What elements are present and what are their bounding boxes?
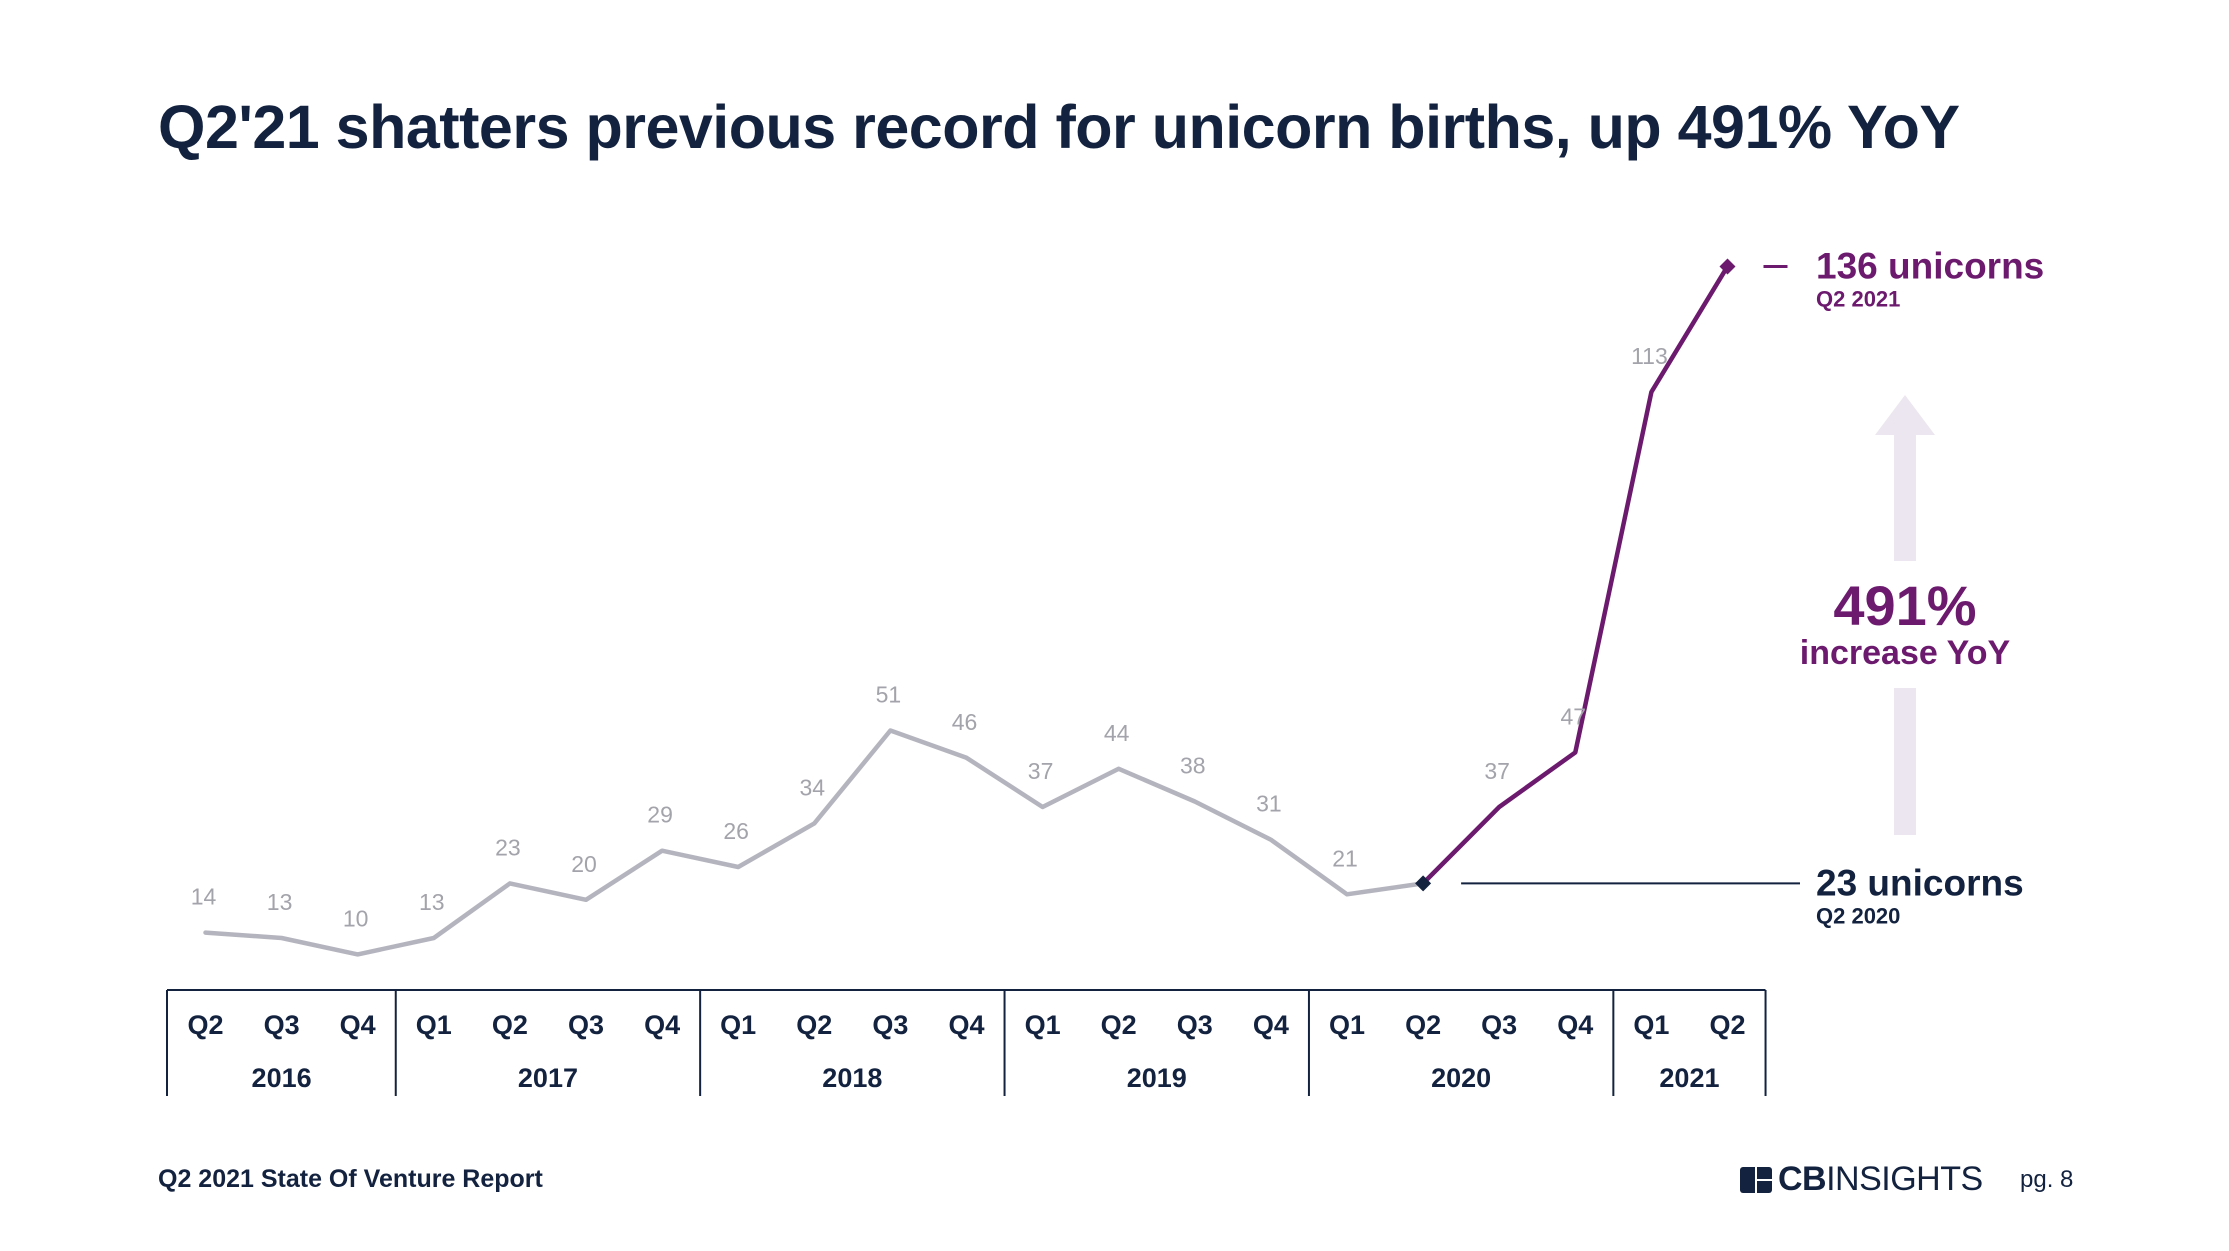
quarter-tick-label: Q3 [568, 1010, 604, 1040]
quarter-tick-label: Q3 [872, 1010, 908, 1040]
logo-light-text: INSIGHTS [1826, 1160, 1983, 1198]
report-name: Q2 2021 State Of Venture Report [158, 1165, 543, 1193]
growth-caption: increase YoY [1800, 634, 2011, 672]
growth-percent: 491% [1833, 574, 1976, 637]
data-labels: 14 13 10 13 23 20 29 26 34 51 46 37 44 38 31 21 37 47 113 [191, 343, 1668, 931]
quarter-tick-label: Q2 [1405, 1010, 1441, 1040]
base-point-marker [1415, 875, 1432, 892]
quarter-tick-label: Q3 [1177, 1010, 1213, 1040]
quarter-tick-label: Q4 [644, 1010, 680, 1040]
data-label: 10 [343, 905, 369, 931]
quarter-tick-label: Q1 [1329, 1010, 1365, 1040]
data-label: 47 [1561, 703, 1587, 729]
peak-value-label: 136 unicorns [1816, 245, 2044, 286]
quarter-tick-label: Q1 [1633, 1010, 1669, 1040]
page-title: Q2'21 shatters previous record for unico… [158, 93, 1960, 161]
base-value-label: 23 unicorns [1816, 862, 2024, 903]
logo-bold-text: CB [1778, 1160, 1827, 1198]
data-label: 113 [1631, 343, 1668, 369]
quarter-tick-label: Q2 [1101, 1010, 1137, 1040]
growth-arrow: 491%increase YoY [1800, 395, 2011, 835]
quarter-tick-label: Q2 [187, 1010, 223, 1040]
series-line-history [203, 728, 1426, 957]
arrow-shaft-bottom [1894, 688, 1916, 835]
quarter-tick-label: Q4 [340, 1010, 376, 1040]
data-label: 29 [647, 802, 673, 828]
peak-period-label: Q2 2021 [1816, 286, 1900, 311]
data-label: 37 [1028, 758, 1054, 784]
year-label: 2017 [518, 1063, 578, 1093]
cb-insights-logo: CBINSIGHTS [1740, 1160, 1983, 1199]
data-label: 51 [876, 682, 902, 708]
data-label: 37 [1484, 758, 1510, 784]
data-label: 44 [1104, 720, 1130, 746]
arrow-head [1875, 395, 1935, 435]
data-label: 21 [1332, 845, 1358, 871]
data-label: 13 [267, 889, 293, 915]
year-label: 2016 [252, 1063, 312, 1093]
data-label: 46 [952, 709, 978, 735]
year-label: 2019 [1127, 1063, 1187, 1093]
data-label: 26 [723, 818, 749, 844]
quarter-tick-label: Q3 [264, 1010, 300, 1040]
data-label: 14 [191, 884, 217, 910]
quarter-tick-label: Q1 [416, 1010, 452, 1040]
data-label: 20 [571, 851, 597, 877]
quarter-tick-label: Q2 [1709, 1010, 1745, 1040]
data-label: 34 [800, 774, 826, 800]
quarter-tick-label: Q4 [1253, 1010, 1289, 1040]
quarter-tick-label: Q1 [720, 1010, 756, 1040]
series-layer [203, 258, 1736, 957]
data-label: 13 [419, 889, 445, 915]
quarter-tick-label: Q4 [1557, 1010, 1593, 1040]
data-label: 23 [495, 834, 521, 860]
year-label: 2021 [1659, 1063, 1719, 1093]
data-label: 38 [1180, 753, 1206, 779]
arrow-shaft-top [1894, 435, 1916, 561]
data-label: 31 [1256, 791, 1282, 817]
quarter-tick-label: Q2 [796, 1010, 832, 1040]
quarter-tick-label: Q4 [948, 1010, 984, 1040]
base-period-label: Q2 2020 [1816, 903, 1900, 928]
quarter-tick-label: Q1 [1025, 1010, 1061, 1040]
quarter-tick-label: Q2 [492, 1010, 528, 1040]
series-line-recent [1420, 264, 1730, 886]
x-axis-table: 2016 2017 2018 2019 2020 2021 Q2 Q3 Q4 Q1 Q2 Q3 Q4 Q1… [166, 989, 1767, 1096]
peak-point-marker [1719, 258, 1736, 275]
cb-logo-icon [1740, 1166, 1774, 1193]
page-number: pg. 8 [2020, 1166, 2074, 1193]
year-label: 2018 [822, 1063, 882, 1093]
quarter-tick-label: Q3 [1481, 1010, 1517, 1040]
year-label: 2020 [1431, 1063, 1491, 1093]
